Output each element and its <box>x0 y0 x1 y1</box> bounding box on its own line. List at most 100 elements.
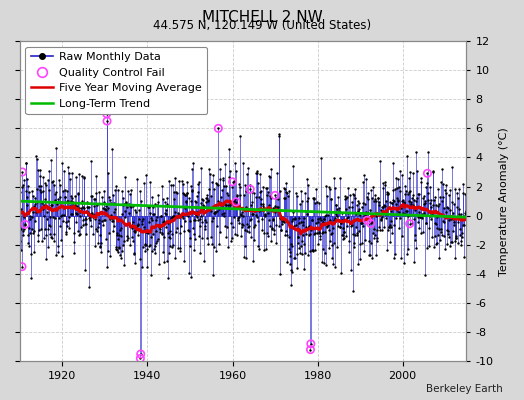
Point <box>86 217 94 223</box>
Point <box>117 188 126 194</box>
Point <box>315 229 323 236</box>
Point <box>280 194 289 201</box>
Point <box>93 202 101 208</box>
Point <box>449 210 457 216</box>
Point <box>440 218 448 225</box>
Point <box>156 228 164 235</box>
Point <box>426 213 434 219</box>
Point <box>386 199 395 205</box>
Point <box>432 220 440 227</box>
Point <box>315 232 324 239</box>
Point <box>361 213 369 219</box>
Point <box>171 209 180 215</box>
Point <box>79 204 88 210</box>
Point <box>124 221 132 228</box>
Point <box>412 168 421 174</box>
Point <box>342 232 351 239</box>
Point <box>281 189 290 195</box>
Point <box>439 218 447 224</box>
Point <box>256 200 265 207</box>
Point <box>164 275 172 281</box>
Point <box>66 202 74 209</box>
Point <box>361 201 369 208</box>
Point <box>285 246 293 252</box>
Point <box>77 224 85 230</box>
Point <box>266 193 274 200</box>
Point <box>115 232 123 238</box>
Point <box>297 188 305 194</box>
Point <box>343 215 352 222</box>
Point <box>453 190 462 196</box>
Point <box>447 198 456 205</box>
Point <box>127 186 135 193</box>
Point <box>310 231 318 237</box>
Point <box>103 263 112 270</box>
Point <box>195 222 204 229</box>
Point <box>246 186 255 192</box>
Point <box>341 193 350 199</box>
Point <box>136 256 144 262</box>
Point <box>454 218 463 225</box>
Point <box>318 258 326 265</box>
Legend: Raw Monthly Data, Quality Control Fail, Five Year Moving Average, Long-Term Tren: Raw Monthly Data, Quality Control Fail, … <box>26 46 207 114</box>
Point <box>131 229 139 235</box>
Point <box>285 188 293 194</box>
Point <box>212 180 221 186</box>
Point <box>435 194 444 200</box>
Point <box>139 244 147 250</box>
Point <box>269 217 277 223</box>
Point <box>424 197 432 204</box>
Point <box>335 175 344 182</box>
Point <box>66 176 74 182</box>
Point <box>242 204 250 210</box>
Point <box>182 198 191 204</box>
Point <box>378 214 386 220</box>
Point <box>299 219 307 225</box>
Point <box>212 222 221 229</box>
Point <box>57 237 65 244</box>
Point <box>21 160 30 166</box>
Point <box>171 175 179 181</box>
Point <box>191 198 200 204</box>
Point <box>44 177 52 183</box>
Point <box>356 241 365 248</box>
Point <box>306 230 314 237</box>
Point <box>136 355 145 362</box>
Point <box>375 211 384 217</box>
Point <box>19 227 28 234</box>
Point <box>88 209 96 216</box>
Point <box>228 224 237 230</box>
Point <box>286 253 294 259</box>
Point <box>305 232 313 239</box>
Point <box>247 202 255 208</box>
Point <box>458 190 467 196</box>
Point <box>81 216 89 222</box>
Point <box>264 233 272 239</box>
Point <box>304 223 313 229</box>
Point <box>244 224 253 230</box>
Point <box>333 206 341 212</box>
Point <box>443 228 452 234</box>
Point <box>45 187 53 194</box>
Point <box>277 227 285 233</box>
Point <box>108 217 117 224</box>
Point <box>440 233 449 239</box>
Point <box>271 203 280 210</box>
Point <box>17 226 26 232</box>
Text: 44.575 N, 120.149 W (United States): 44.575 N, 120.149 W (United States) <box>153 19 371 32</box>
Point <box>265 173 273 180</box>
Point <box>261 210 269 217</box>
Point <box>402 208 411 214</box>
Point <box>455 210 463 217</box>
Point <box>381 182 389 188</box>
Point <box>311 230 319 236</box>
Point <box>390 250 399 257</box>
Point <box>42 182 51 189</box>
Point <box>163 220 172 226</box>
Point <box>31 195 39 202</box>
Point <box>158 231 166 238</box>
Point <box>315 230 323 236</box>
Point <box>225 146 233 152</box>
Point <box>410 197 418 204</box>
Point <box>214 201 223 207</box>
